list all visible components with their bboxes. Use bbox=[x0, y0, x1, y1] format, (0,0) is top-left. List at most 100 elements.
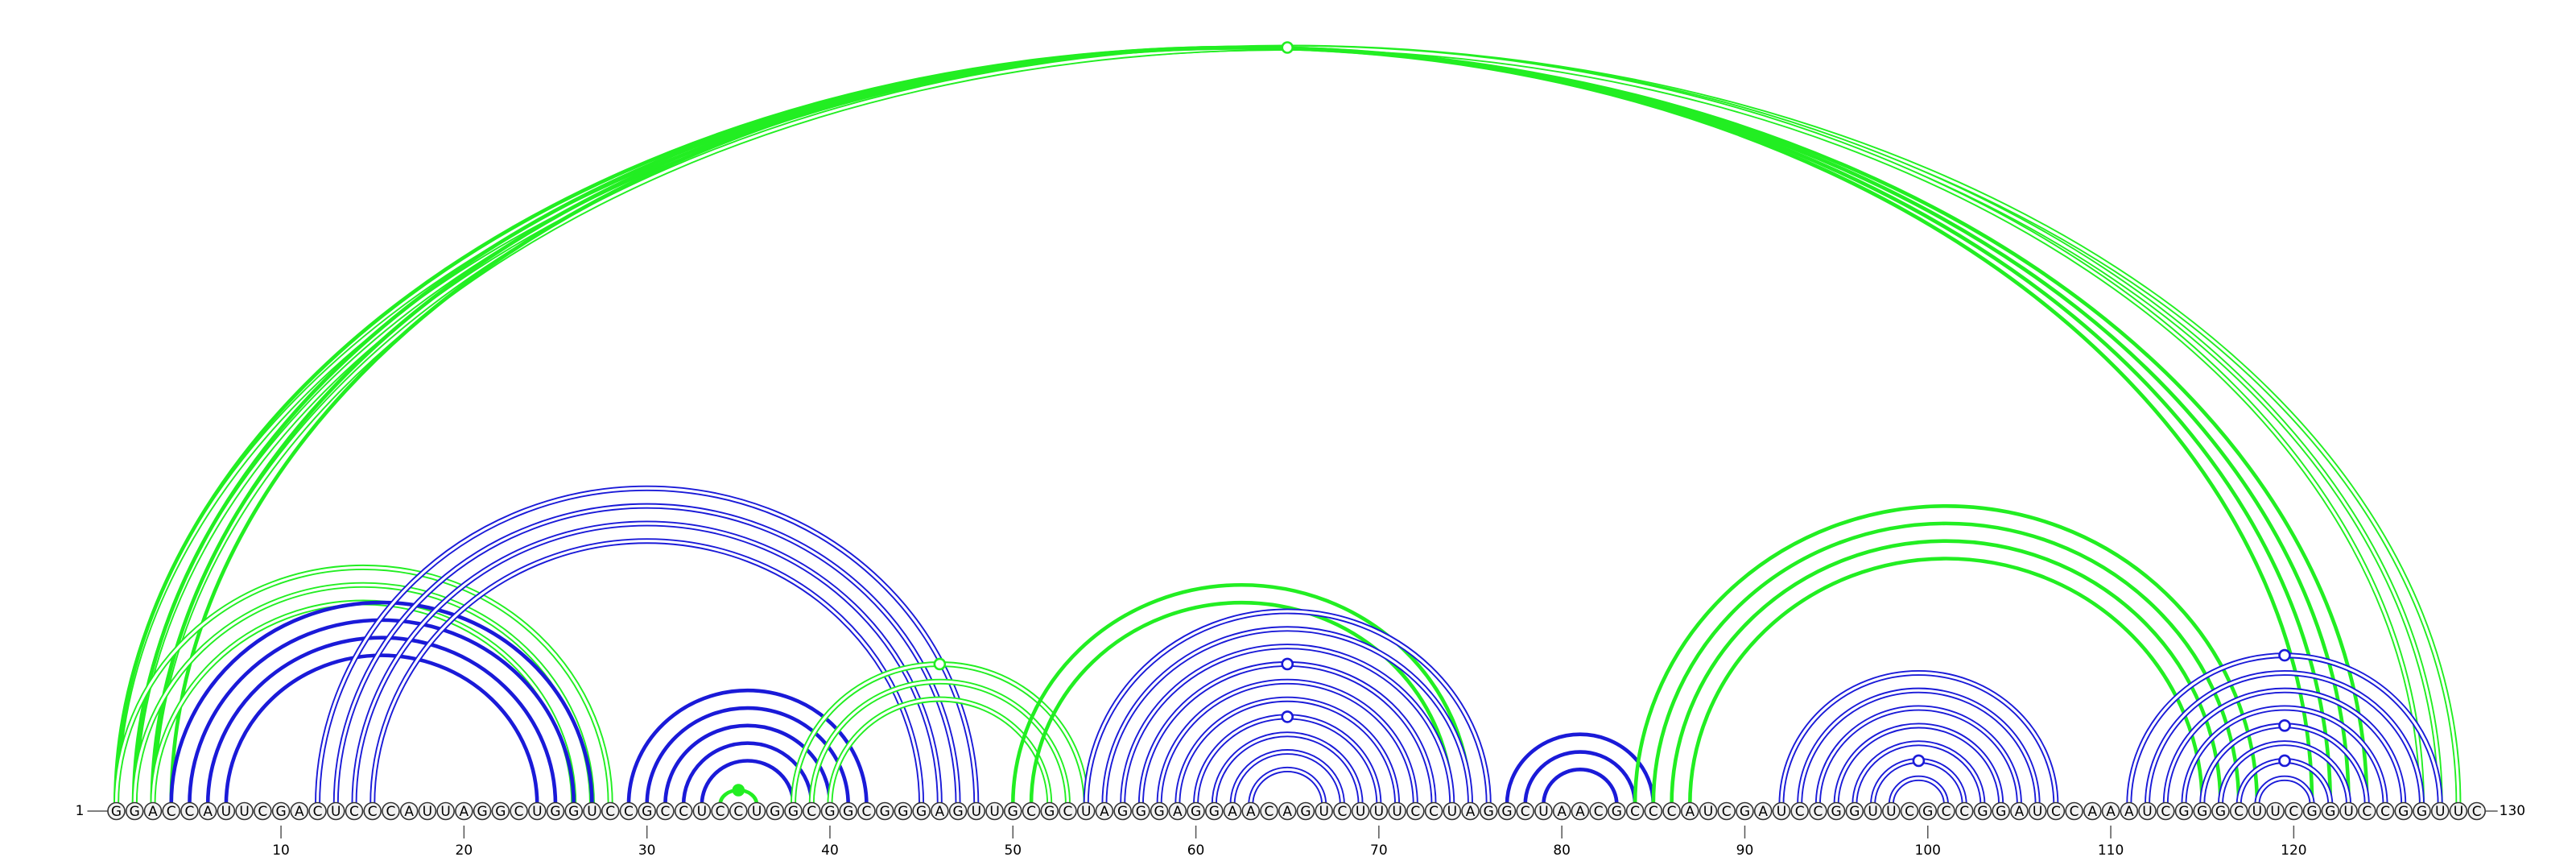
nucleotide: G bbox=[948, 801, 968, 821]
pair-markers bbox=[732, 41, 2291, 797]
nucleotide: U bbox=[436, 801, 455, 821]
base-pair-arc bbox=[1542, 768, 1619, 805]
nucleotide: U bbox=[2449, 801, 2468, 821]
axis-tick-label: 110 bbox=[2098, 843, 2124, 857]
nucleotide-circle bbox=[839, 801, 857, 821]
nucleotide-letter: U bbox=[587, 804, 597, 820]
nucleotide-circle bbox=[1864, 801, 1882, 821]
nucleotide-letter: U bbox=[2270, 804, 2280, 820]
nucleotide-circle bbox=[2302, 801, 2322, 821]
nucleotide: U bbox=[2430, 801, 2450, 821]
pair-marker bbox=[1281, 657, 1294, 671]
nucleotide: G bbox=[1040, 801, 1059, 821]
nucleotide-circle bbox=[619, 801, 638, 821]
nucleotide: C bbox=[1644, 801, 1663, 821]
nucleotide: G bbox=[1497, 801, 1517, 821]
nucleotide-letter: G bbox=[1300, 804, 1311, 820]
nucleotide-letter: G bbox=[550, 804, 560, 820]
nucleotide: U bbox=[1443, 801, 1462, 821]
nucleotide-letter: U bbox=[1081, 804, 1091, 820]
nucleotide-letter: G bbox=[1501, 804, 1512, 820]
nucleotide-circle bbox=[162, 801, 180, 821]
nucleotide: U bbox=[583, 801, 601, 821]
nucleotide-letter: U bbox=[2435, 804, 2445, 820]
nucleotide-letter: C bbox=[2362, 804, 2372, 820]
nucleotide-circle bbox=[1918, 801, 1938, 821]
nucleotide-letter: U bbox=[752, 804, 762, 820]
nucleotide-circle bbox=[2430, 801, 2450, 821]
nucleotide: G bbox=[107, 801, 126, 821]
base-pair-arc bbox=[681, 741, 814, 805]
nucleotide-letter: A bbox=[148, 804, 158, 820]
nucleotide-circle bbox=[2394, 801, 2413, 821]
base-pair-arc bbox=[332, 503, 961, 805]
nucleotide-letter: A bbox=[1282, 804, 1292, 820]
nucleotide: C bbox=[1406, 801, 1425, 821]
nucleotide: C bbox=[1900, 801, 1919, 821]
nucleotide-letter: U bbox=[2252, 804, 2262, 820]
nucleotide-letter: G bbox=[495, 804, 506, 820]
base-pair-arc-inner bbox=[2219, 742, 2351, 805]
nucleotide-letter: C bbox=[1521, 804, 1530, 820]
axis-tick-label: 40 bbox=[821, 843, 839, 857]
nucleotide-letter: U bbox=[1868, 804, 1877, 820]
nucleotide: A bbox=[399, 801, 419, 821]
nucleotide-circle bbox=[107, 801, 126, 821]
nucleotide-circle bbox=[1223, 801, 1242, 821]
base-pair-arc-inner bbox=[1121, 645, 1454, 805]
nucleotide-letter: G bbox=[2325, 804, 2335, 820]
nucleotide-circle bbox=[820, 801, 840, 821]
nucleotide-letter: C bbox=[258, 804, 267, 820]
axis-tick-label: 120 bbox=[2281, 843, 2306, 857]
nucleotide-letter: C bbox=[1594, 804, 1604, 820]
nucleotide-circle bbox=[1809, 801, 1827, 821]
nucleotide-letter: C bbox=[679, 804, 688, 820]
nucleotide-letter: A bbox=[1228, 804, 1237, 820]
nucleotide-letter: A bbox=[2015, 804, 2025, 820]
pair-marker bbox=[1281, 41, 1294, 54]
base-pair-arc-inner bbox=[1835, 724, 2003, 805]
nucleotide: A bbox=[1095, 801, 1114, 821]
nucleotide-letter: G bbox=[1612, 804, 1622, 820]
nucleotide-letter: A bbox=[1575, 804, 1585, 820]
sequence-start-label: 1 bbox=[76, 803, 85, 819]
nucleotide-circle bbox=[2413, 801, 2431, 821]
nucleotide-circle bbox=[1497, 801, 1517, 821]
nucleotide-circle bbox=[1882, 801, 1901, 821]
nucleotide-letter: C bbox=[368, 804, 378, 820]
base-pair-arcs bbox=[117, 48, 2462, 805]
nucleotide-circle bbox=[2083, 801, 2102, 821]
nucleotide-letter: C bbox=[1905, 804, 1914, 820]
nucleotide: C bbox=[1516, 801, 1535, 821]
nucleotide-letter: G bbox=[824, 804, 835, 820]
base-pair-arc-inner bbox=[2164, 689, 2405, 805]
nucleotide-letter: A bbox=[1758, 804, 1768, 820]
nucleotide-circle bbox=[2156, 801, 2175, 821]
nucleotide-circle bbox=[2101, 801, 2120, 821]
nucleotide: G bbox=[1973, 801, 1992, 821]
nucleotide-letter: U bbox=[1447, 804, 1457, 820]
nucleotide: G bbox=[2193, 801, 2212, 821]
nucleotide-letter: G bbox=[1191, 804, 1201, 820]
base-pair-arc bbox=[1010, 582, 1472, 805]
nucleotide: U bbox=[527, 801, 547, 821]
nucleotide-letter: G bbox=[898, 804, 908, 820]
pair-marker bbox=[2278, 754, 2291, 768]
nucleotide-circle bbox=[601, 801, 620, 821]
nucleotide-letter: A bbox=[2088, 804, 2098, 820]
base-pair-arc bbox=[351, 520, 943, 805]
nucleotide-circle bbox=[2285, 801, 2303, 821]
nucleotide-circle bbox=[1205, 801, 1224, 821]
nucleotide-letter: C bbox=[2234, 804, 2244, 820]
nucleotide-letter: A bbox=[935, 804, 945, 820]
nucleotide: G bbox=[1845, 801, 1864, 821]
base-pair-arc-inner bbox=[1853, 742, 1984, 805]
nucleotide-letter: C bbox=[1959, 804, 1969, 820]
base-pair-arc bbox=[1888, 775, 1949, 805]
nucleotide: C bbox=[1589, 801, 1608, 821]
nucleotide-letter: A bbox=[2106, 804, 2116, 820]
nucleotide-letter: C bbox=[660, 804, 670, 820]
base-pair-arc bbox=[626, 688, 869, 805]
